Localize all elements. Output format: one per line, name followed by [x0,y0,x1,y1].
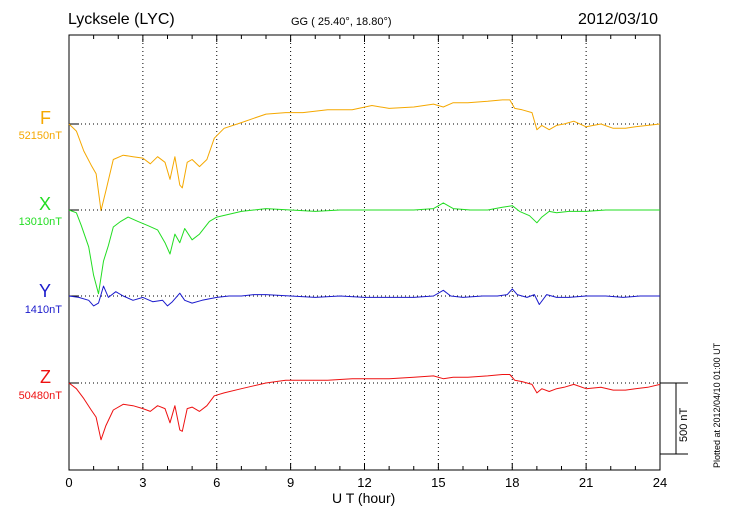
x-tick-label: 15 [431,475,445,490]
date-label: 2012/03/10 [578,11,659,28]
series-line-Z [68,374,661,441]
scale-bar-label: 500 nT [678,407,690,442]
baseline-label-X: 13010nT [18,216,62,228]
baseline-label-Z: 50480nT [18,390,62,402]
series-label-Z: Z [40,367,51,387]
station-title: Lycksele (LYC) [68,11,175,28]
x-tick-label: 9 [287,475,294,490]
x-tick-label: 6 [213,475,220,490]
coordinates-label: GG ( 25.40°, 18.80°) [291,16,392,28]
x-tick-label: 24 [653,475,667,490]
series-line-Y [68,285,660,307]
baseline-label-Y: 1410nT [24,304,62,316]
series-label-Y: Y [38,281,51,301]
plotted-timestamp: Plotted at 2012/04/10 01:00 UT [712,342,722,468]
series-line-X [68,202,660,295]
x-tick-label: 3 [139,475,146,490]
plot-frame [68,34,661,471]
x-tick-label: 21 [579,475,593,490]
x-tick-label: 0 [65,475,72,490]
baseline-label-F: 52150nT [18,130,62,142]
x-axis-title: U T (hour) [332,490,396,506]
x-tick-label: 12 [357,475,371,490]
series-line-F [68,99,661,212]
x-tick-label: 18 [505,475,519,490]
series-label-X: X [38,194,51,214]
series-label-F: F [40,108,51,128]
